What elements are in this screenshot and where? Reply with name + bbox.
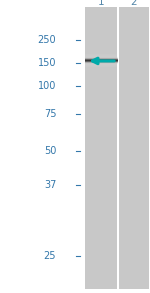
Text: 1: 1 (98, 0, 104, 7)
Bar (119, 7, 148, 289)
Text: 25: 25 (44, 251, 56, 261)
Text: 100: 100 (38, 81, 56, 91)
Text: 37: 37 (44, 180, 56, 190)
Text: 250: 250 (38, 35, 56, 45)
Text: 75: 75 (44, 109, 56, 119)
Text: 50: 50 (44, 146, 56, 156)
Text: 150: 150 (38, 58, 56, 68)
Text: 2: 2 (130, 0, 137, 7)
Bar (85, 7, 117, 289)
